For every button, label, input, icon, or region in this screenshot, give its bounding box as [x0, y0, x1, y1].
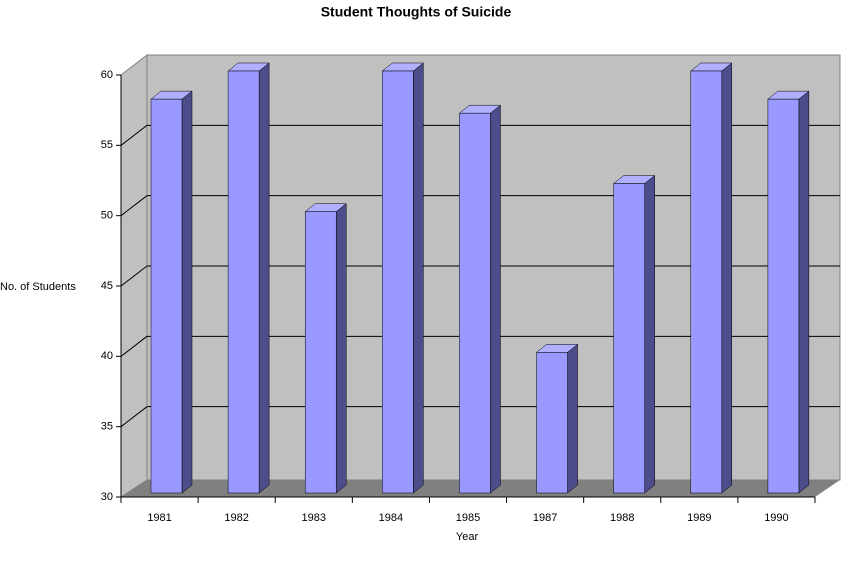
x-tick-label: 1988: [610, 512, 634, 524]
x-axis-label: Year: [456, 531, 479, 543]
bar-side: [181, 90, 193, 494]
bar: [690, 70, 723, 494]
bar-side: [798, 90, 810, 494]
y-tick-label: 35: [101, 421, 113, 433]
grid-line: [120, 406, 148, 428]
bar-side: [258, 62, 270, 494]
bar-side: [335, 203, 347, 494]
grid-line: [120, 124, 148, 146]
grid-line: [120, 195, 148, 217]
bar: [227, 70, 260, 494]
y-tick-label: 60: [101, 69, 113, 81]
bar: [767, 98, 800, 494]
bar-side: [721, 62, 733, 494]
bar-side: [567, 343, 578, 494]
bar-side: [490, 104, 501, 494]
bar: [459, 112, 491, 494]
grid-line: [120, 335, 148, 357]
y-tick-label: 55: [101, 139, 113, 151]
x-tick-label: 1990: [764, 512, 788, 524]
chart-title: Student Thoughts of Suicide: [321, 4, 512, 20]
x-tick-label: 1984: [379, 512, 403, 524]
bar: [150, 98, 183, 494]
y-tick-label: 50: [101, 210, 113, 222]
x-tick-label: 1983: [302, 512, 326, 524]
bar: [382, 70, 414, 494]
bar-side: [413, 62, 424, 494]
bar: [304, 211, 337, 494]
bar: [613, 183, 645, 494]
y-tick-label: 40: [101, 350, 113, 362]
y-tick-label: 45: [101, 280, 113, 292]
x-tick-label: 1987: [533, 512, 557, 524]
bar: [536, 352, 568, 494]
bar-side: [644, 175, 655, 494]
x-tick-label: 1982: [224, 512, 248, 524]
y-axis-label: No. of Students: [0, 281, 76, 293]
x-tick-label: 1985: [456, 512, 480, 524]
y-tick-label: 30: [101, 491, 113, 503]
grid-line: [120, 265, 148, 287]
x-tick-label: 1989: [687, 512, 711, 524]
x-tick-label: 1981: [147, 512, 171, 524]
